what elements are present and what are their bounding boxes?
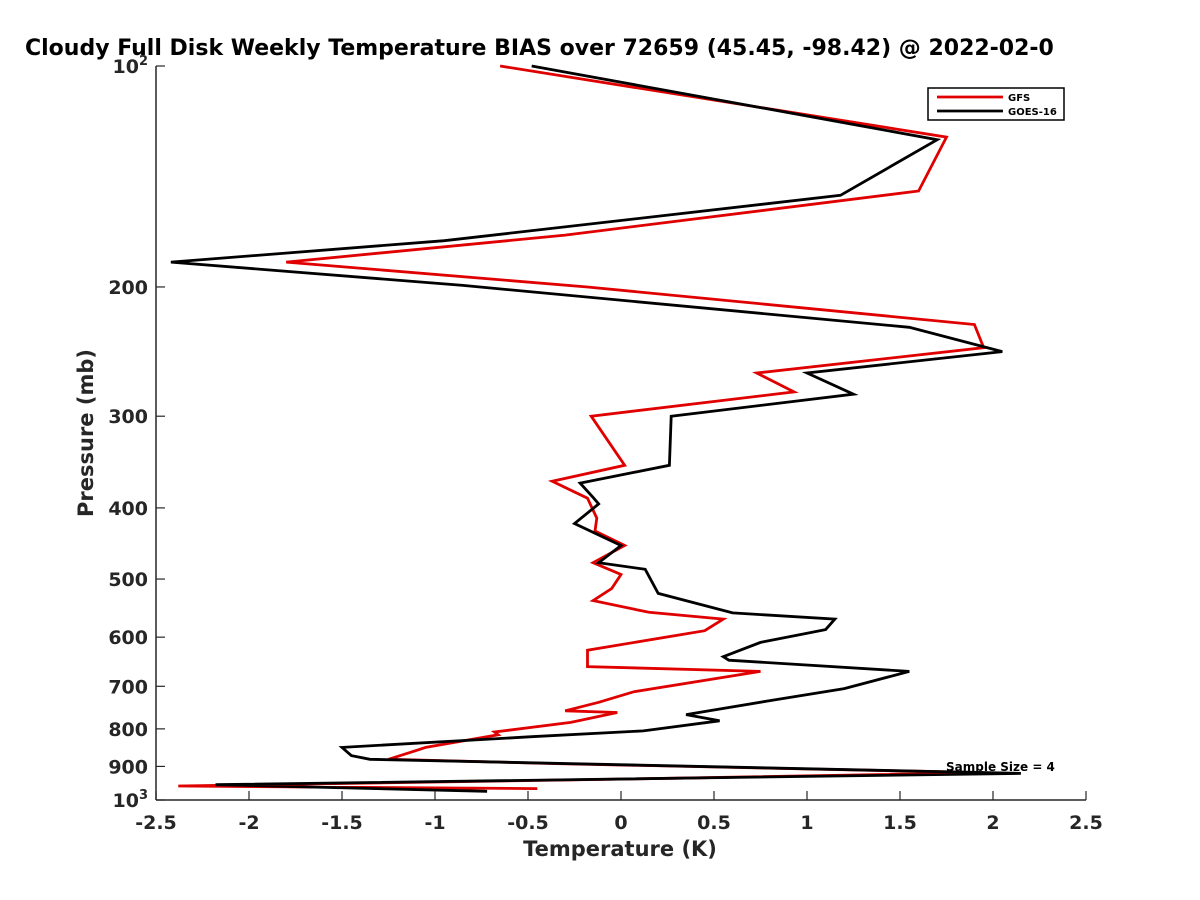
sample-size-annotation: Sample Size = 4 [946,760,1055,774]
x-axis: -2.5 -2 -1.5 -1 -0.5 0 0.5 1 1.5 2 2.5 [135,791,1103,834]
x-tick-label: -1 [424,812,445,834]
chart-title: Cloudy Full Disk Weekly Temperature BIAS… [25,36,1054,61]
y-tick-label: 300 [108,406,148,428]
y-axis-label: Pressure (mb) [74,349,98,517]
y-tick-exponent: 3 [139,788,148,803]
legend-label: GOES-16 [1008,107,1057,118]
x-tick-label: 0.5 [697,812,731,834]
legend-label: GFS [1008,93,1030,104]
y-tick-label: 900 [108,756,148,778]
y-tick-label: 102 [113,54,149,78]
x-tick-label: 0 [614,812,627,834]
x-tick-label: 1.5 [883,812,917,834]
x-tick-label: 1 [800,812,813,834]
x-axis-label: Temperature (K) [523,837,717,861]
series-line-goes-16 [170,64,1021,793]
y-tick-label: 500 [108,569,148,591]
x-tick-label: -0.5 [507,812,549,834]
y-tick-exponent: 2 [139,54,148,69]
x-tick-label: -2 [238,812,259,834]
plot-area [155,64,1086,801]
y-tick-base: 10 [113,56,139,78]
x-tick-label: -2.5 [135,812,177,834]
y-tick-base: 10 [113,790,139,812]
y-tick-label: 600 [108,627,148,649]
legend-box [927,87,1065,121]
y-tick-label: 800 [108,719,148,741]
x-tick-label: -1.5 [321,812,363,834]
x-tick-label: 2.5 [1069,812,1103,834]
y-tick-label: 103 [113,788,149,812]
series-line-gfs [178,64,986,790]
y-tick-label: 400 [108,498,148,520]
y-tick-label: 700 [108,676,148,698]
legend: GFS GOES-16 [927,87,1065,121]
y-tick-label: 200 [108,277,148,299]
x-tick-label: 2 [986,812,999,834]
